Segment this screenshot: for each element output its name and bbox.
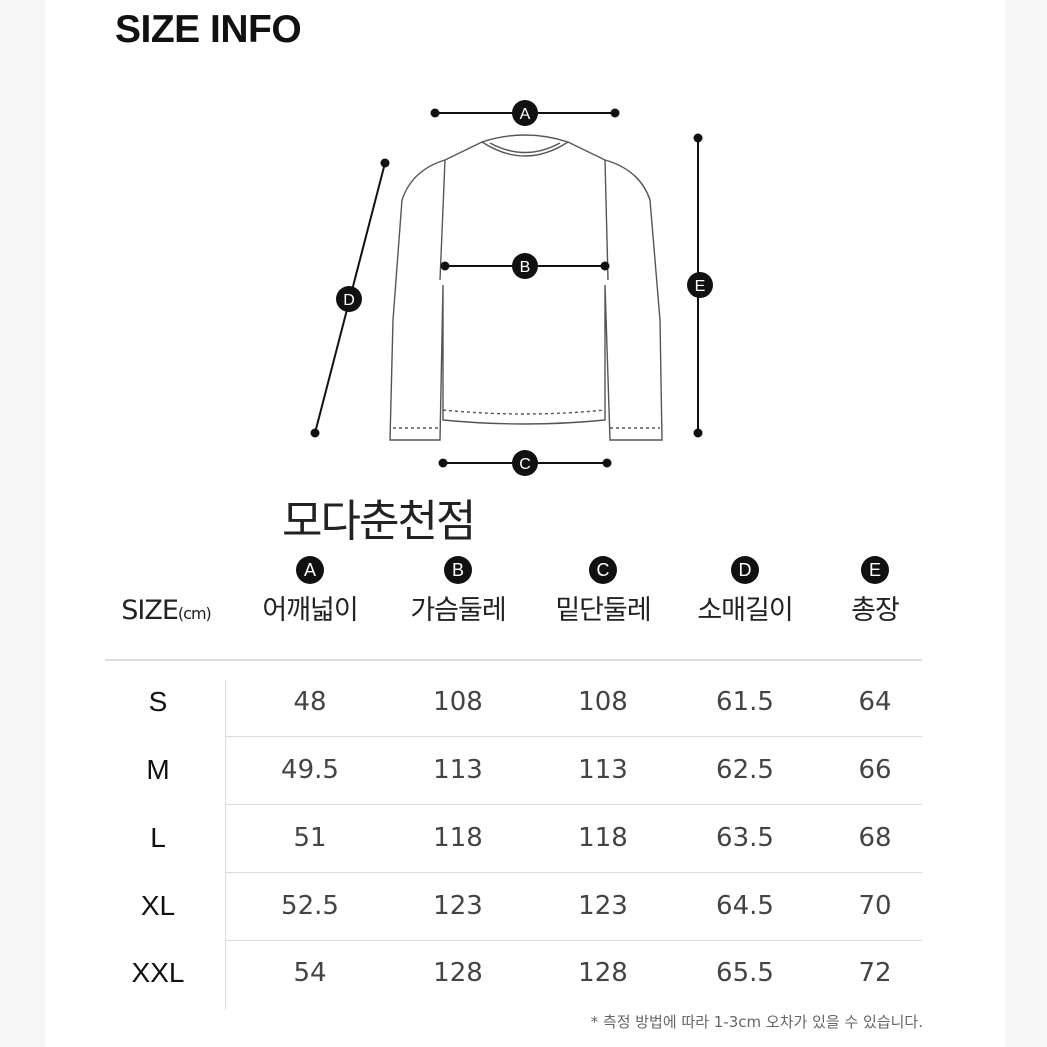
row-divider bbox=[226, 736, 922, 737]
table-cell: 68 bbox=[858, 823, 892, 853]
table-cell: 64 bbox=[858, 687, 892, 717]
table-cell: 72 bbox=[858, 958, 892, 988]
badge-b bbox=[512, 253, 538, 279]
column-badge: D bbox=[731, 556, 759, 584]
table-cell: 128 bbox=[578, 958, 628, 988]
row-size-label: M bbox=[146, 754, 170, 785]
column-badge: C bbox=[589, 556, 617, 584]
table-cell: 118 bbox=[578, 823, 628, 853]
table-cell: 49.5 bbox=[281, 755, 339, 785]
badge-e bbox=[687, 272, 713, 298]
column-badge: A bbox=[296, 556, 324, 584]
table-cell: 65.5 bbox=[716, 958, 774, 988]
table-cell: 64.5 bbox=[716, 891, 774, 921]
column-header: 총장 bbox=[851, 595, 900, 626]
badge-d bbox=[336, 286, 362, 312]
table-cell: 63.5 bbox=[716, 823, 774, 853]
shirt-outline bbox=[389, 134, 663, 441]
size-column-header: SIZE(cm) bbox=[121, 595, 212, 626]
diagram-label-c: C bbox=[519, 456, 531, 473]
size-column-divider bbox=[225, 680, 226, 1010]
diagram-label-e: E bbox=[695, 278, 706, 295]
table-cell: 123 bbox=[578, 891, 628, 921]
measurement-note: * 측정 방법에 따라 1-3cm 오차가 있을 수 있습니다. bbox=[590, 1013, 923, 1031]
table-cell: 61.5 bbox=[716, 687, 774, 717]
shirt-diagram: A B C D E bbox=[310, 100, 713, 476]
table-cell: 51 bbox=[293, 823, 327, 853]
column-header: 어깨넓이 bbox=[262, 595, 358, 626]
row-divider bbox=[226, 804, 922, 805]
header-divider bbox=[105, 659, 922, 661]
table-cell: 52.5 bbox=[281, 891, 339, 921]
column-header: 소매길이 bbox=[697, 595, 793, 626]
table-cell: 113 bbox=[578, 755, 628, 785]
table-cell: 123 bbox=[433, 891, 483, 921]
table-cell: 62.5 bbox=[716, 755, 774, 785]
diagram-label-b: B bbox=[520, 259, 531, 276]
page-title: SIZE INFO bbox=[115, 8, 302, 51]
table-cell: 118 bbox=[433, 823, 483, 853]
column-header: 밑단둘레 bbox=[555, 595, 651, 626]
table-cell: 54 bbox=[293, 958, 327, 988]
table-cell: 48 bbox=[293, 687, 327, 717]
column-header: 가슴둘레 bbox=[410, 595, 506, 626]
table-cell: 128 bbox=[433, 958, 483, 988]
row-divider bbox=[226, 940, 922, 941]
watermark-text: 모다춘천점 bbox=[282, 496, 476, 547]
table-cell: 70 bbox=[858, 891, 892, 921]
row-divider bbox=[226, 872, 922, 873]
row-size-label: S bbox=[148, 686, 168, 717]
column-badge: B bbox=[444, 556, 472, 584]
row-size-label: L bbox=[150, 822, 166, 853]
badge-c bbox=[512, 450, 538, 476]
row-size-label: XXL bbox=[131, 957, 185, 988]
column-badge: E bbox=[861, 556, 889, 584]
row-size-label: XL bbox=[140, 890, 176, 921]
table-cell: 108 bbox=[433, 687, 483, 717]
table-cell: 113 bbox=[433, 755, 483, 785]
table-cell: 66 bbox=[858, 755, 892, 785]
diagram-label-a: A bbox=[520, 106, 531, 123]
diagram-label-d: D bbox=[343, 292, 355, 309]
table-cell: 108 bbox=[578, 687, 628, 717]
badge-a bbox=[512, 100, 538, 126]
